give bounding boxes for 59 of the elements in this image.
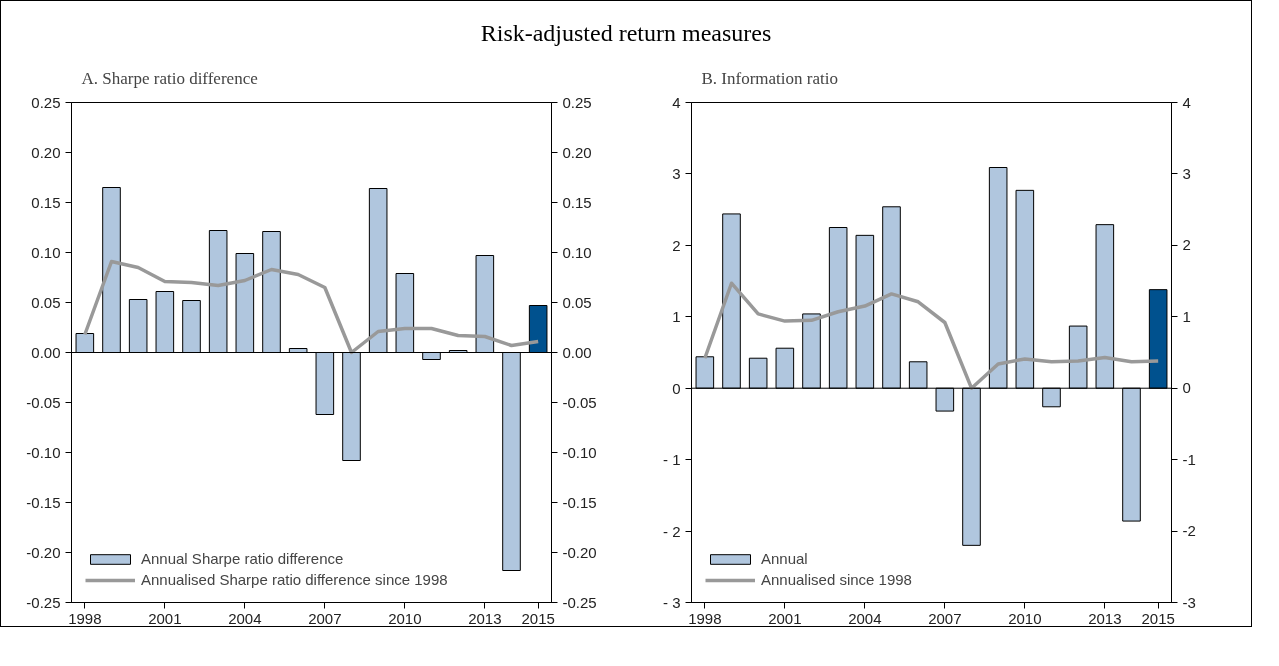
y2-tick-label: 3 xyxy=(1182,164,1191,182)
x-tick-label: 2013 xyxy=(468,609,502,627)
text: Risk-adjusted return measures xyxy=(480,19,772,48)
legend-label: Annualised since 1998 xyxy=(761,571,912,588)
y2-tick-label: 0.25 xyxy=(562,93,592,111)
y-tick-label: 0.05 xyxy=(31,293,61,311)
x-tick-label: 2015 xyxy=(1141,609,1175,627)
y2-tick-label: 0.10 xyxy=(562,243,592,261)
y-tick-label: -0.10 xyxy=(26,443,61,461)
y2-tick-label: -3 xyxy=(1182,593,1196,611)
y-tick-label: 2 xyxy=(672,236,681,254)
x-tick-label: 2004 xyxy=(848,609,882,627)
chart-subtitle: A. Sharpe ratio difference xyxy=(81,68,258,88)
x-tick-label: 1998 xyxy=(688,609,722,627)
x-tick-label: 2015 xyxy=(521,609,555,627)
y2-tick-label: -1 xyxy=(1182,450,1196,468)
legend-label: Annual Sharpe ratio difference xyxy=(141,550,344,567)
x-tick-label: 2004 xyxy=(228,609,262,627)
y-tick-label: 0.10 xyxy=(31,243,61,261)
y2-tick-label: -0.20 xyxy=(562,543,597,561)
legend-label: Annual xyxy=(761,550,808,567)
y-tick-label: 4 xyxy=(672,94,681,111)
y-tick-label: 0.20 xyxy=(31,143,61,161)
y2-tick-label: 4 xyxy=(1182,93,1191,111)
y2-tick-label: 0.05 xyxy=(562,293,592,311)
y-tick-label: - 2 xyxy=(663,522,681,540)
y-tick-label: 3 xyxy=(672,165,681,183)
x-tick-label: 2010 xyxy=(1008,609,1042,627)
y-tick-label: 0.25 xyxy=(31,93,61,111)
x-tick-label: 2001 xyxy=(148,609,182,627)
y2-tick-label: 0.20 xyxy=(562,143,592,161)
y2-tick-label: 0.15 xyxy=(562,193,592,211)
y-tick-label: -0.20 xyxy=(26,543,61,561)
y2-tick-label: -0.05 xyxy=(562,393,597,411)
x-tick-label: 2001 xyxy=(768,609,802,627)
y-tick-label: 0.00 xyxy=(31,343,61,361)
chart-subtitle: B. Information ratio xyxy=(701,68,838,88)
y2-tick-label: 0 xyxy=(1182,379,1191,397)
y-tick-label: -0.15 xyxy=(26,493,61,511)
y-tick-label: - 3 xyxy=(663,594,681,611)
y-tick-label: -0.05 xyxy=(26,393,61,411)
x-tick-label: 2010 xyxy=(388,609,422,627)
y2-tick-label: -0.10 xyxy=(562,443,597,461)
y-tick-label: 0.15 xyxy=(31,193,61,211)
y-tick-label: - 1 xyxy=(663,451,681,469)
y2-tick-label: 1 xyxy=(1182,307,1191,325)
y-tick-label: -0.25 xyxy=(26,593,61,611)
y2-tick-label: -0.25 xyxy=(562,593,597,611)
x-tick-label: 1998 xyxy=(68,609,102,627)
x-tick-label: 2007 xyxy=(928,609,962,627)
y2-tick-label: -2 xyxy=(1182,522,1196,540)
y2-tick-label: 0.00 xyxy=(562,343,592,361)
y-tick-label: 1 xyxy=(672,308,681,326)
x-tick-label: 2007 xyxy=(308,609,342,627)
legend-label: Annualised Sharpe ratio difference since 1998 xyxy=(141,571,448,588)
y-tick-label: 0 xyxy=(672,379,681,397)
x-tick-label: 2013 xyxy=(1088,609,1122,627)
y2-tick-label: -0.15 xyxy=(562,493,597,511)
y2-tick-label: 2 xyxy=(1182,236,1191,254)
